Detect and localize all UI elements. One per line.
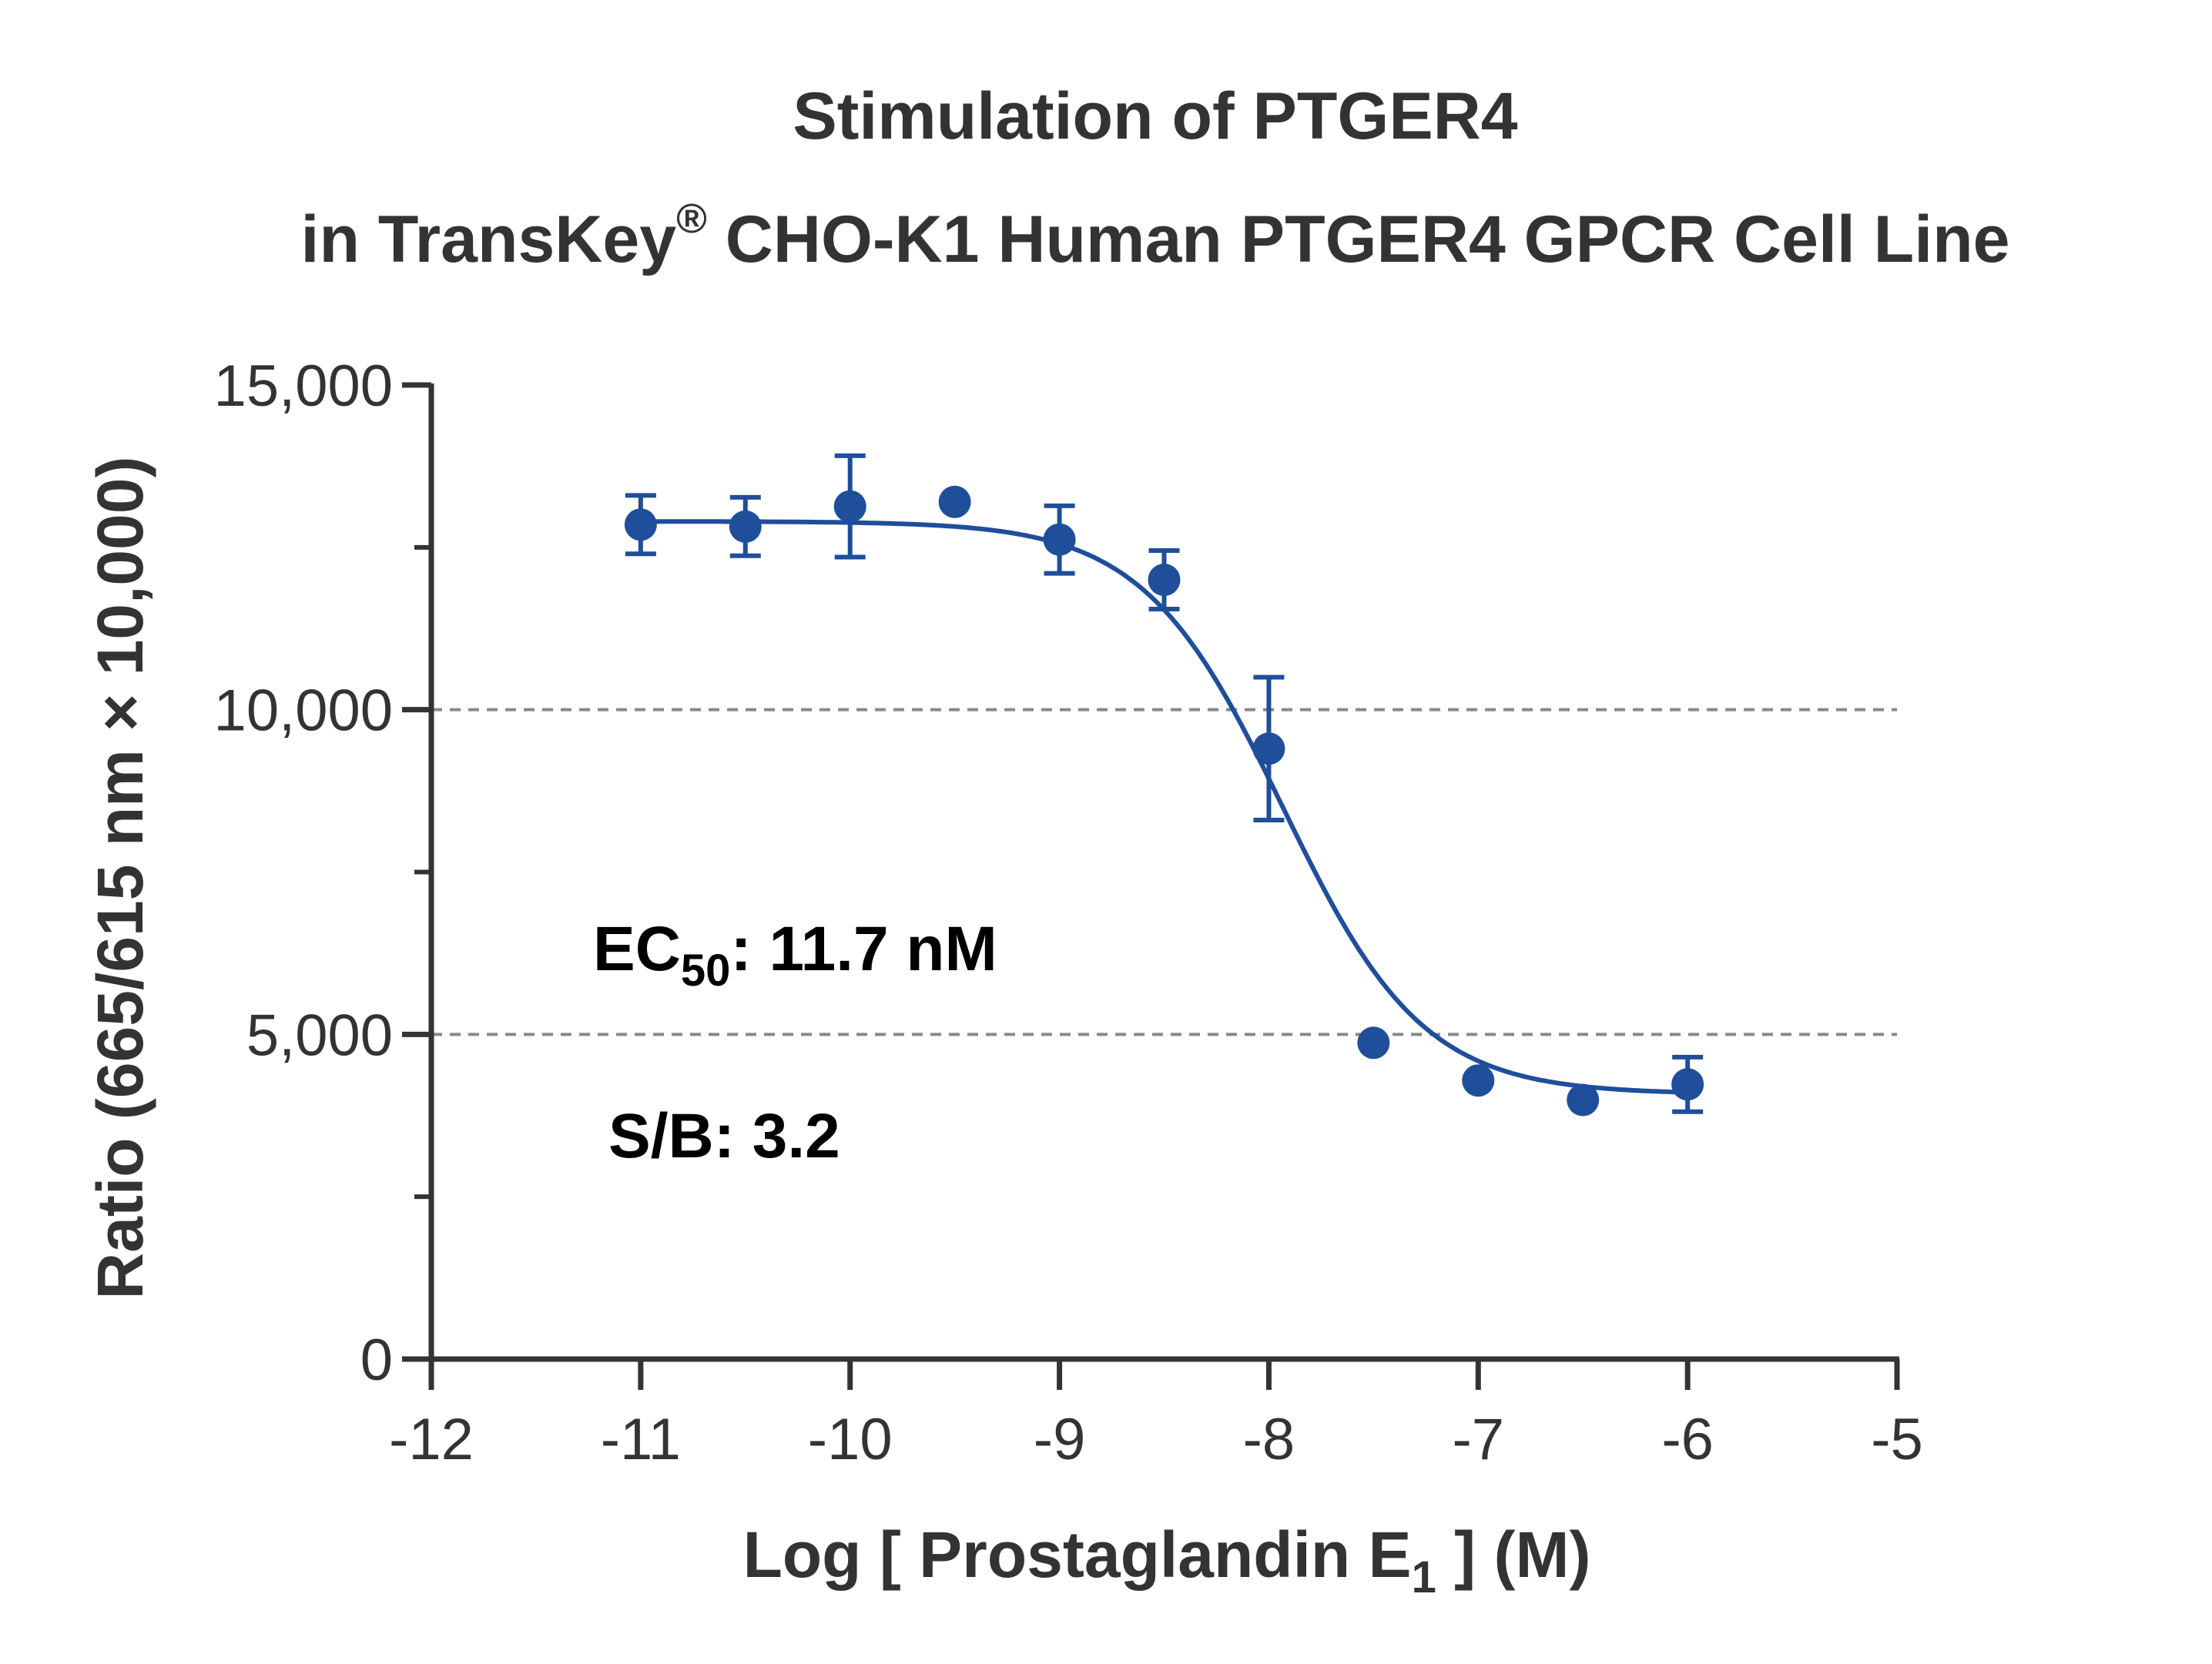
y-tick-label: 5,000 [246, 1003, 393, 1068]
x-tick-label: -8 [1243, 1407, 1295, 1472]
chart-title-line2: in TransKey® CHO-K1 Human PTGER4 GPCR Ce… [301, 196, 2010, 276]
x-axis-title-post: ] (M) [1436, 1518, 1591, 1591]
chart-title-line2-sup: ® [676, 196, 707, 242]
data-point [1671, 1068, 1704, 1101]
data-point [1252, 732, 1285, 765]
x-tick-label: -6 [1661, 1407, 1714, 1472]
data-point [1462, 1064, 1495, 1097]
x-tick-labels: -12 -11 -10 -9 -8 -7 -6 -5 [389, 1407, 1923, 1472]
data-points [624, 485, 1704, 1117]
ec50-annotation: EC50: 11.7 nM [593, 914, 997, 996]
chart-title-line2-pre: in TransKey [301, 203, 677, 276]
y-tick-label: 10,000 [214, 678, 393, 744]
x-tick-label: -10 [808, 1407, 893, 1472]
x-tick-label: -11 [601, 1407, 681, 1472]
error-bars [625, 453, 1704, 1114]
y-tick-labels: 0 5,000 10,000 15,000 [214, 353, 393, 1393]
data-point [938, 485, 971, 518]
ec50-sub: 50 [681, 946, 731, 996]
x-tick-label: -7 [1452, 1407, 1504, 1472]
x-tick-label: -5 [1871, 1407, 1923, 1472]
ec50-pre: EC [593, 914, 681, 984]
chart-title-line1: Stimulation of PTGER4 [793, 79, 1517, 153]
x-axis-title-pre: Log [ Prostaglandin E [743, 1518, 1412, 1591]
reference-lines [431, 708, 1897, 1036]
y-tick-label: 15,000 [214, 353, 393, 419]
x-axis-title-sub: 1 [1412, 1552, 1436, 1602]
axes [402, 382, 1900, 1390]
y-tick-label: 0 [360, 1328, 393, 1393]
data-point [729, 510, 762, 543]
data-point [1148, 564, 1181, 596]
data-point [1567, 1083, 1600, 1117]
data-point [624, 508, 657, 541]
ec50-post: : 11.7 nM [730, 914, 997, 984]
sb-annotation: S/B: 3.2 [608, 1101, 840, 1171]
x-tick-label: -9 [1034, 1407, 1086, 1472]
x-axis-title: Log [ Prostaglandin E1 ] (M) [743, 1518, 1591, 1602]
data-point [833, 490, 866, 523]
x-tick-label: -12 [389, 1407, 474, 1472]
y-axis-title: Ratio (665/615 nm × 10,000) [84, 457, 156, 1300]
chart-title-line2-post: CHO-K1 Human PTGER4 GPCR Cell Line [707, 203, 2010, 276]
data-point [1357, 1026, 1390, 1060]
data-point [1043, 523, 1076, 556]
